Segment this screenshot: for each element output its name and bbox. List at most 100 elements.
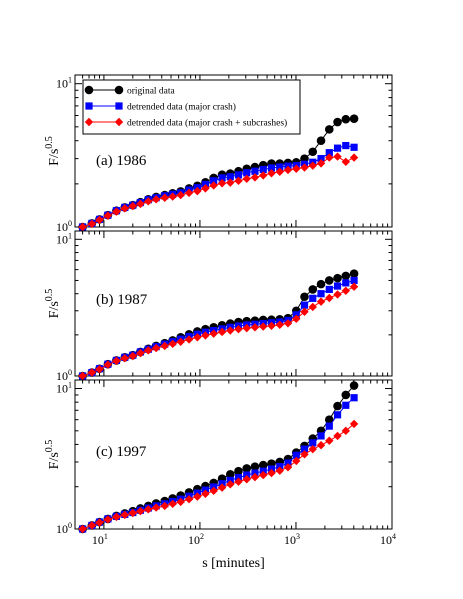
data-point xyxy=(333,273,342,283)
legend-label: detrended data (major crash) xyxy=(127,102,236,113)
data-point xyxy=(325,149,333,157)
data-point xyxy=(283,463,293,472)
data-point xyxy=(184,494,194,504)
data-point xyxy=(201,331,210,340)
series-line xyxy=(82,397,355,530)
data-point xyxy=(333,411,342,419)
data-point xyxy=(234,477,243,486)
y-axis-title: F/s0.5 xyxy=(44,289,62,319)
series-line xyxy=(82,145,355,228)
legend-entry: original data xyxy=(84,85,176,97)
data-point xyxy=(103,211,113,220)
data-point xyxy=(333,117,342,127)
y-tick-label: 101 xyxy=(56,231,72,246)
data-point xyxy=(341,426,351,436)
data-point xyxy=(209,181,218,190)
data-point xyxy=(317,155,325,163)
data-point xyxy=(176,337,185,346)
data-point xyxy=(267,321,276,330)
data-point xyxy=(168,339,177,349)
data-point xyxy=(176,497,185,507)
data-point xyxy=(78,524,87,534)
data-point xyxy=(242,464,252,473)
series-square xyxy=(79,394,358,533)
data-point xyxy=(283,165,293,175)
data-point xyxy=(144,505,153,514)
data-point xyxy=(325,153,334,162)
series-circle xyxy=(78,269,359,381)
data-point xyxy=(349,419,359,429)
data-point xyxy=(342,141,350,150)
data-point xyxy=(120,204,129,213)
data-point xyxy=(267,169,276,178)
data-point xyxy=(128,201,138,211)
legend-entry: detrended data (major crash + subcrashes… xyxy=(84,118,287,129)
data-point xyxy=(225,470,235,479)
data-point xyxy=(184,188,194,198)
data-point xyxy=(258,460,268,470)
series-line xyxy=(82,279,355,377)
data-point xyxy=(226,178,235,187)
data-point xyxy=(242,323,251,333)
data-point xyxy=(226,480,235,489)
data-point xyxy=(309,439,317,447)
data-point xyxy=(341,114,351,124)
data-point xyxy=(128,351,138,361)
y-axis-title: F/s0.5 xyxy=(44,136,62,166)
data-point xyxy=(300,450,309,459)
y-tick-label: 101 xyxy=(56,76,72,91)
data-point xyxy=(120,510,129,520)
data-point xyxy=(168,499,177,509)
data-point xyxy=(87,368,97,377)
data-point xyxy=(259,165,267,174)
data-point xyxy=(325,422,333,430)
y-tick-label: 101 xyxy=(56,381,72,396)
y-tick-label: 100 xyxy=(56,368,72,383)
data-point xyxy=(284,459,292,467)
panel-label: (b) 1987 xyxy=(96,292,148,308)
legend-label: detrended data (major crash + subcrashes… xyxy=(127,118,287,129)
x-tick-label: 102 xyxy=(188,532,204,547)
data-point xyxy=(226,326,235,335)
data-point xyxy=(316,159,326,168)
legend-marker xyxy=(85,102,93,110)
data-point xyxy=(316,136,326,146)
data-point xyxy=(333,152,342,161)
data-point xyxy=(275,466,284,475)
data-point xyxy=(300,301,309,309)
data-point xyxy=(136,506,145,516)
data-point xyxy=(300,292,309,302)
data-point xyxy=(112,207,121,216)
data-point xyxy=(95,518,104,527)
data-point xyxy=(325,436,334,445)
panel-label: (c) 1997 xyxy=(96,444,147,460)
data-point xyxy=(349,114,359,123)
data-point xyxy=(95,215,104,225)
data-point xyxy=(112,512,121,522)
series-line xyxy=(82,286,355,377)
data-point xyxy=(234,466,243,476)
data-point xyxy=(349,269,359,279)
data-point xyxy=(144,346,153,355)
data-point xyxy=(300,163,309,172)
data-point xyxy=(151,195,161,204)
data-point xyxy=(341,157,351,167)
data-point xyxy=(333,282,342,290)
data-point xyxy=(333,144,342,152)
data-point xyxy=(333,290,342,299)
data-point xyxy=(259,322,268,331)
data-point xyxy=(341,271,351,281)
x-tick-label: 101 xyxy=(92,532,108,547)
plot-frame xyxy=(74,230,393,377)
data-point xyxy=(333,431,342,441)
data-point xyxy=(341,390,351,400)
data-point xyxy=(324,276,334,285)
data-point xyxy=(309,294,317,302)
data-point xyxy=(283,319,293,328)
data-point xyxy=(201,489,210,499)
data-point xyxy=(259,470,268,480)
data-point xyxy=(267,164,276,172)
data-point xyxy=(193,186,202,196)
data-point xyxy=(292,451,300,459)
data-point xyxy=(316,440,326,450)
